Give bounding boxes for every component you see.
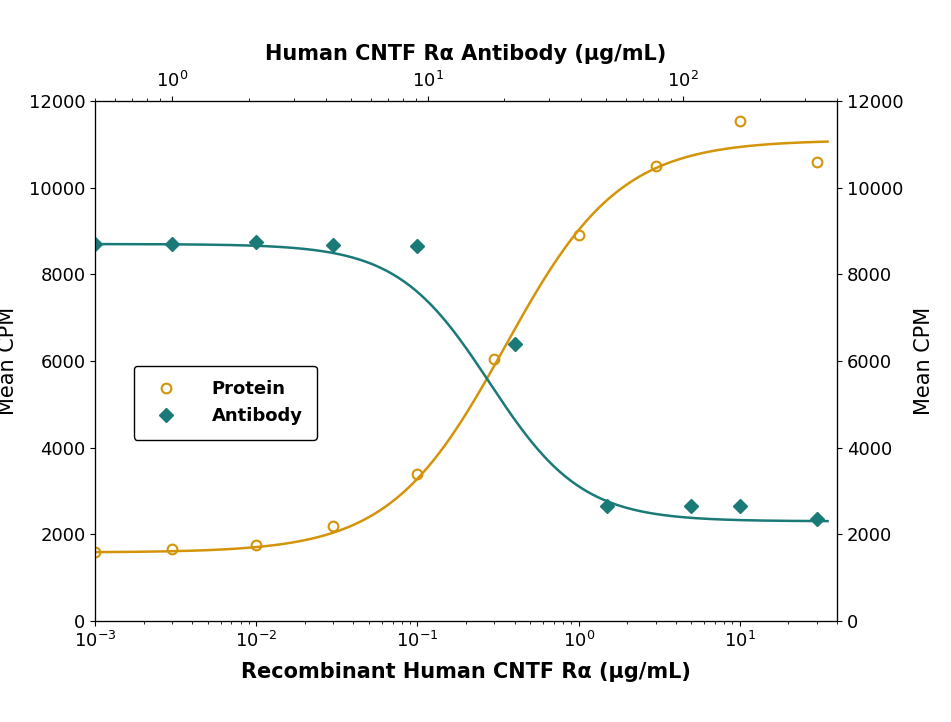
X-axis label: Human CNTF Rα Antibody (μg/mL): Human CNTF Rα Antibody (μg/mL): [265, 44, 667, 64]
Y-axis label: Mean CPM: Mean CPM: [914, 307, 934, 415]
Legend: Protein, Antibody: Protein, Antibody: [134, 365, 317, 440]
X-axis label: Recombinant Human CNTF Rα (μg/mL): Recombinant Human CNTF Rα (μg/mL): [241, 662, 691, 682]
Y-axis label: Mean CPM: Mean CPM: [0, 307, 18, 415]
